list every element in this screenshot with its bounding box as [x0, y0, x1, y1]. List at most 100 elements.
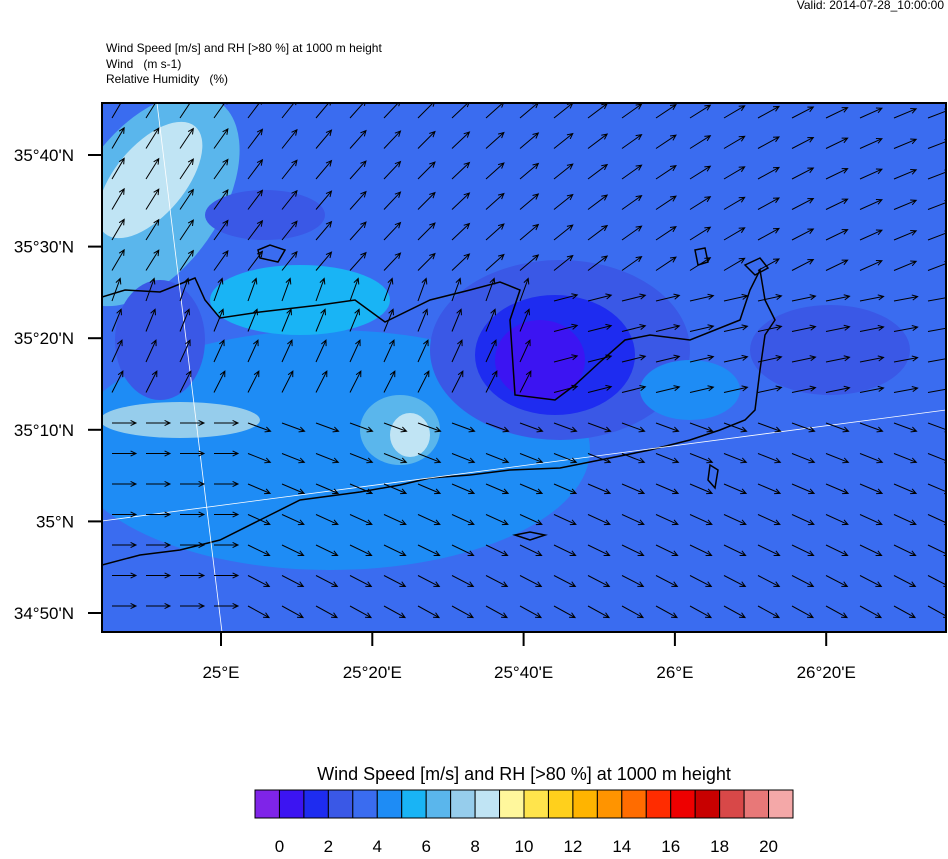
- wind-arrow: [112, 450, 138, 457]
- wind-arrow: [315, 514, 339, 526]
- wind-arrow: [247, 250, 264, 271]
- wind-arrow: [621, 164, 643, 180]
- wind-arrow: [111, 248, 125, 271]
- wind-arrow: [825, 198, 849, 210]
- colorbar-swatch: [523, 789, 549, 819]
- wind-arrow: [859, 544, 883, 556]
- wind-arrow: [485, 131, 505, 149]
- wind-arrow: [587, 163, 609, 180]
- wind-arrow: [587, 575, 611, 588]
- wind-arrow: [927, 386, 946, 393]
- wind-arrow: [179, 339, 191, 363]
- wind-arrow: [553, 132, 574, 149]
- wind-arrow: [451, 103, 470, 119]
- wind-arrow: [655, 226, 677, 241]
- wind-arrow: [145, 103, 159, 119]
- wind-arrow: [451, 253, 471, 271]
- wind-arrow: [519, 193, 540, 210]
- wind-arrow: [893, 294, 919, 302]
- colorbar-swatch: [768, 789, 794, 819]
- wind-arrow: [655, 165, 677, 180]
- wind-arrow: [655, 483, 680, 495]
- colorbar-swatch: [547, 789, 574, 819]
- wind-arrow: [281, 453, 306, 464]
- wind-arrow: [689, 196, 712, 210]
- wind-arrow: [723, 422, 748, 433]
- wind-arrow: [281, 189, 298, 210]
- wind-arrow: [893, 168, 918, 180]
- wind-arrow: [383, 339, 395, 363]
- wind-arrow: [859, 355, 885, 363]
- wind-arrow: [757, 258, 781, 271]
- wind-arrow: [893, 544, 917, 556]
- wind-arrow: [281, 544, 305, 556]
- wind-arrow: [485, 339, 497, 363]
- wind-arrow: [519, 422, 544, 433]
- wind-arrow: [791, 422, 816, 433]
- wind-arrow: [893, 483, 918, 495]
- wind-arrow: [112, 419, 138, 427]
- wind-arrow: [179, 103, 194, 119]
- colorbar-swatch: [401, 789, 427, 819]
- wind-arrow: [179, 370, 192, 393]
- wind-arrow: [825, 514, 849, 526]
- wind-arrow: [247, 575, 271, 588]
- wind-arrow: [485, 162, 505, 180]
- colorbar-swatch: [254, 789, 280, 819]
- wind-arrow: [519, 544, 543, 556]
- wind-arrow: [349, 190, 367, 210]
- wind-arrow: [554, 637, 575, 649]
- wind-arrow: [179, 158, 194, 180]
- colorbar-swatch: [645, 789, 672, 819]
- wind-arrow: [655, 422, 680, 433]
- wind-arrow: [791, 136, 815, 149]
- wind-arrow: [247, 514, 271, 526]
- wind-arrow: [655, 385, 681, 393]
- wind-arrow: [723, 257, 746, 271]
- wind-arrow: [587, 605, 611, 619]
- wind-arrow: [519, 453, 544, 464]
- wind-arrow: [655, 195, 677, 210]
- wind-arrow: [859, 294, 885, 302]
- wind-arrow: [214, 450, 240, 457]
- wind-arrow: [349, 544, 373, 556]
- coastline: [102, 244, 776, 566]
- wind-arrow: [452, 637, 473, 649]
- wind-arrow: [349, 483, 374, 495]
- wind-arrow: [281, 277, 292, 302]
- wind-arrow: [451, 222, 471, 241]
- wind-arrow: [451, 339, 463, 363]
- wind-arrow: [315, 277, 326, 302]
- wind-arrow: [757, 575, 781, 588]
- wind-arrow: [621, 103, 643, 119]
- wind-arrow: [553, 605, 577, 619]
- wind-arrow: [315, 251, 333, 271]
- wind-arrow: [621, 422, 646, 433]
- wind-arrow: [349, 221, 367, 241]
- wind-arrow: [451, 575, 475, 588]
- lat-label: 35°30'N: [14, 238, 74, 257]
- wind-arrow: [587, 514, 611, 526]
- wind-arrow: [112, 541, 138, 549]
- wind-arrow: [485, 453, 510, 464]
- wind-arrow: [927, 260, 946, 271]
- wind-arrow: [689, 544, 713, 556]
- wind-arrow: [383, 514, 407, 526]
- wind-arrow: [553, 422, 578, 433]
- wind-arrow: [825, 168, 849, 180]
- wind-arrow: [349, 277, 360, 302]
- wind-arrow: [281, 370, 294, 393]
- wind-arrow: [723, 227, 746, 241]
- wind-arrow: [791, 385, 817, 393]
- wind-arrow: [451, 277, 462, 302]
- wind-arrow: [179, 308, 190, 332]
- wind-label: Wind (m s-1): [106, 57, 181, 71]
- wind-arrow: [792, 637, 813, 649]
- wind-arrow: [179, 277, 190, 302]
- wind-arrow: [689, 483, 714, 495]
- wind-arrow: [859, 324, 885, 332]
- wind-arrow: [758, 637, 779, 649]
- wind-arrow: [689, 354, 715, 363]
- wind-arrow: [417, 514, 441, 526]
- contours: [102, 103, 910, 570]
